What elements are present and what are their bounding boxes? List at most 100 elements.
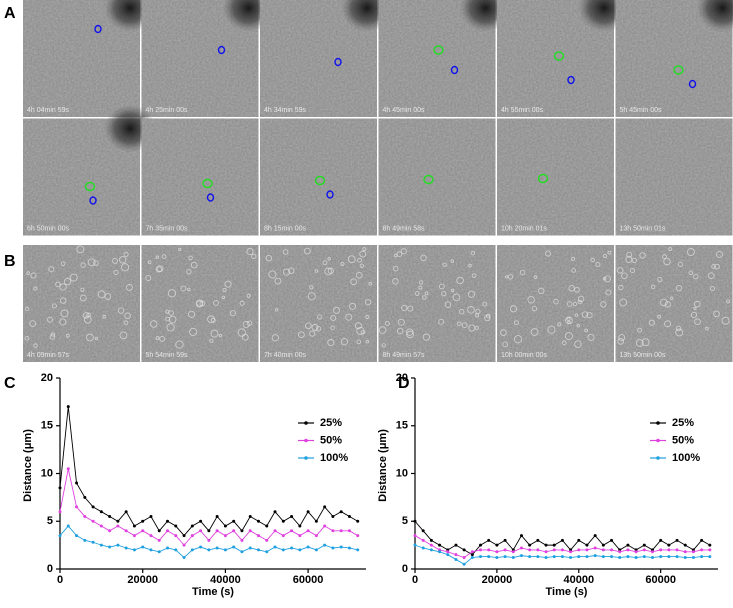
image-tile: 4h 04min 59s <box>23 0 156 117</box>
timestamp: 6h 50min 00s <box>27 225 70 232</box>
legend-label: 50% <box>672 434 694 446</box>
data-point <box>92 541 95 544</box>
image-texture <box>616 119 733 236</box>
image-tile: 10h 20min 01s <box>497 119 614 236</box>
data-point <box>149 534 152 537</box>
data-point <box>340 529 343 532</box>
data-point <box>141 520 144 523</box>
data-point <box>594 554 597 557</box>
data-point <box>545 544 548 547</box>
data-point <box>512 550 515 553</box>
data-point <box>348 529 351 532</box>
timestamp: 4h 55min 00s <box>501 107 544 114</box>
panel-label: A <box>4 5 16 22</box>
image-tile: 4h 55min 00s <box>497 0 630 117</box>
data-point <box>116 520 119 523</box>
image-texture <box>379 119 496 236</box>
timestamp: 7h 40min 00s <box>264 352 307 359</box>
x-tick-label: 0 <box>412 574 418 586</box>
data-point <box>199 546 202 549</box>
data-point <box>536 539 539 542</box>
data-point <box>643 548 646 551</box>
data-point <box>545 550 548 553</box>
data-point <box>100 544 103 547</box>
data-point <box>479 544 482 547</box>
data-point <box>667 544 670 547</box>
data-point <box>438 544 441 547</box>
data-point <box>83 539 86 542</box>
x-axis-label: Time (s) <box>546 586 588 598</box>
data-point <box>290 546 293 549</box>
data-point <box>199 529 202 532</box>
data-point <box>331 529 334 532</box>
data-point <box>471 550 474 553</box>
data-point <box>504 555 507 558</box>
timestamp: 5h 54min 59s <box>146 352 189 359</box>
data-point <box>651 550 654 553</box>
data-point <box>528 555 531 558</box>
data-point <box>216 546 219 549</box>
data-point <box>158 529 161 532</box>
data-point <box>240 529 243 532</box>
data-point <box>659 555 662 558</box>
timestamp: 13h 50min 00s <box>620 352 666 359</box>
data-point <box>520 554 523 557</box>
data-point <box>274 546 277 549</box>
series-line <box>60 407 358 536</box>
data-point <box>446 550 449 553</box>
legend-marker <box>656 439 660 443</box>
data-point <box>569 550 572 553</box>
x-tick-label: 40000 <box>563 574 594 586</box>
timestamp: 8h 49min 58s <box>383 225 426 232</box>
data-point <box>528 548 531 551</box>
image-tile: 4h 34min 59s <box>260 0 393 117</box>
data-point <box>651 556 654 559</box>
data-point <box>108 515 111 518</box>
x-tick-label: 60000 <box>293 574 324 586</box>
data-point <box>282 548 285 551</box>
data-point <box>249 515 252 518</box>
data-point <box>191 525 194 528</box>
data-point <box>232 546 235 549</box>
data-point <box>216 529 219 532</box>
data-point <box>125 510 128 513</box>
data-point <box>249 529 252 532</box>
data-point <box>684 550 687 553</box>
data-point <box>257 548 260 551</box>
timestamp: 13h 50min 01s <box>620 225 666 232</box>
data-point <box>216 515 219 518</box>
data-point <box>495 550 498 553</box>
data-point <box>487 555 490 558</box>
data-point <box>626 555 629 558</box>
y-axis-label: Distance (μm) <box>22 429 34 502</box>
y-tick-label: 0 <box>47 563 53 575</box>
data-point <box>545 556 548 559</box>
image-tile: 8h 49min 57s <box>379 245 496 362</box>
data-point <box>626 548 629 551</box>
data-point <box>684 556 687 559</box>
image-texture <box>497 119 614 236</box>
data-point <box>430 544 433 547</box>
legend-label: 100% <box>672 452 700 464</box>
data-point <box>232 520 235 523</box>
data-point <box>618 550 621 553</box>
data-point <box>75 505 78 508</box>
data-point <box>635 550 638 553</box>
data-point <box>133 534 136 537</box>
timestamp: 4h 25min 00s <box>146 107 189 114</box>
data-point <box>249 546 252 549</box>
data-point <box>618 556 621 559</box>
data-point <box>224 525 227 528</box>
data-point <box>676 548 679 551</box>
data-point <box>667 555 670 558</box>
data-point <box>240 539 243 542</box>
data-point <box>232 529 235 532</box>
data-point <box>446 553 449 556</box>
series-line <box>60 469 358 545</box>
data-point <box>561 539 564 542</box>
image-texture <box>379 245 496 362</box>
y-tick-label: 10 <box>41 467 53 479</box>
data-point <box>174 534 177 537</box>
